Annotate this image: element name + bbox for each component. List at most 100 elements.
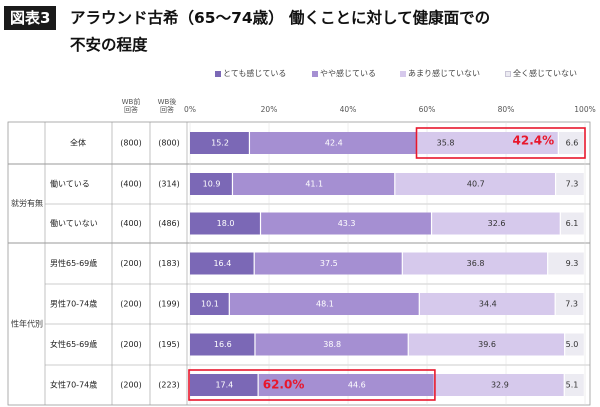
n-after-value: (800)	[158, 139, 180, 148]
category-label: 働いていない	[50, 218, 98, 228]
bar-segment	[417, 132, 558, 154]
n-after-value: (195)	[158, 340, 180, 349]
bar-segment	[402, 252, 548, 275]
bar-segment	[190, 252, 254, 275]
n-before-value: (800)	[120, 139, 142, 148]
data-label: 32.6	[488, 219, 506, 228]
bar-segment	[190, 293, 229, 315]
data-label: 44.6	[348, 381, 366, 390]
data-label: 42.4	[325, 139, 343, 148]
legend-swatch-very	[215, 70, 221, 77]
legend-item-somewhat: やや感じている	[312, 68, 376, 80]
category-label: 女性65-69歳	[50, 339, 97, 349]
bar-segment	[419, 293, 555, 315]
n-before-value: (200)	[120, 381, 142, 390]
n-before-value: (400)	[120, 180, 142, 189]
x-tick-label: 40%	[339, 105, 357, 114]
data-label: 37.5	[320, 259, 338, 268]
bar-segment	[434, 374, 564, 396]
figure-badge: 図表3	[4, 6, 57, 30]
n-after-value: (314)	[158, 180, 180, 189]
data-label: 10.1	[201, 300, 219, 309]
legend-item-very: とても感じている	[215, 68, 286, 80]
col-header-wb-after: WB後 回答	[157, 98, 177, 114]
bar-segment	[408, 333, 565, 356]
bar-segment	[556, 173, 584, 195]
category-label: 男性70-74歳	[50, 299, 97, 309]
bar-segment	[190, 333, 255, 356]
data-label: 17.4	[215, 381, 233, 390]
group-label-employment: 就労有無	[11, 198, 43, 208]
group-label-sex-age: 性年代別	[11, 319, 43, 329]
legend-label-not-much: あまり感じていない	[408, 69, 480, 78]
category-label: 女性70-74歳	[50, 380, 97, 390]
n-before-value: (200)	[120, 300, 142, 309]
bar-segment	[548, 252, 584, 275]
chart-title-line2: 不安の程度	[70, 36, 148, 54]
data-label: 16.6	[214, 340, 232, 349]
n-before-value: (200)	[120, 340, 142, 349]
bar-segment	[250, 132, 417, 154]
figure-header: 図表3 アラウンド古希（65〜74歳） 働くことに対して健康面での 不安の程度	[0, 0, 600, 60]
bar-segment	[261, 212, 431, 235]
legend-swatch-somewhat	[312, 70, 318, 77]
annotation-total-not-anxious: 42.4%	[513, 134, 555, 148]
bar-segment	[395, 173, 555, 195]
n-before-value: (400)	[120, 219, 142, 228]
legend-label-not-at-all: 全く感じていない	[513, 69, 577, 78]
data-label: 5.0	[566, 340, 579, 349]
legend-swatch-not-much	[400, 70, 406, 77]
category-label: 男性65-69歳	[50, 258, 97, 268]
x-tick-label: 20%	[260, 105, 278, 114]
x-tick-label: 60%	[418, 105, 436, 114]
category-label: 働いている	[50, 179, 90, 189]
n-after-value: (183)	[158, 259, 180, 268]
category-label: 全体	[70, 138, 86, 148]
data-label: 43.3	[338, 219, 356, 228]
table-frame	[7, 121, 591, 406]
legend-label-very: とても感じている	[223, 69, 287, 78]
bar-segment	[190, 374, 258, 396]
bar-segment	[432, 212, 560, 235]
bar-segment	[190, 173, 232, 195]
data-label: 15.2	[211, 139, 229, 148]
bar-segment	[190, 212, 260, 235]
bar-segment	[558, 132, 584, 154]
data-label: 32.9	[491, 381, 509, 390]
legend-label-somewhat: やや感じている	[320, 69, 376, 78]
bar-segment	[555, 293, 584, 315]
x-tick-label: 80%	[497, 105, 515, 114]
bar-segment	[229, 293, 419, 315]
annotation-female70-anxious: 62.0%	[263, 378, 305, 392]
data-label: 41.1	[305, 180, 323, 189]
n-before-value: (200)	[120, 259, 142, 268]
data-label: 6.6	[566, 139, 579, 148]
data-label: 7.3	[565, 300, 578, 309]
x-tick-label: 100%	[574, 105, 596, 114]
data-label: 35.8	[437, 139, 455, 148]
data-label: 39.6	[478, 340, 496, 349]
bar-segment	[564, 374, 584, 396]
data-label: 18.0	[217, 219, 235, 228]
col-header-wb-before: WB前 回答	[121, 98, 141, 114]
bar-segment	[190, 132, 249, 154]
legend-swatch-not-at-all	[505, 70, 511, 77]
bar-segment	[560, 212, 584, 235]
legend-item-not-much: あまり感じていない	[400, 68, 480, 80]
legend-item-not-at-all: 全く感じていない	[505, 68, 577, 80]
data-label: 34.4	[479, 300, 497, 309]
n-after-value: (486)	[158, 219, 180, 228]
chart-legend: とても感じている やや感じている あまり感じていない 全く感じていない	[215, 68, 600, 82]
data-label: 10.9	[203, 180, 221, 189]
data-label: 48.1	[316, 300, 334, 309]
x-tick-label: 0%	[184, 105, 196, 114]
bar-segment	[233, 173, 395, 195]
bar-segment	[254, 252, 402, 275]
data-label: 5.1	[566, 381, 579, 390]
highlight-box-total	[415, 127, 586, 159]
data-label: 36.8	[467, 259, 485, 268]
data-label: 9.3	[566, 259, 579, 268]
data-label: 40.7	[467, 180, 485, 189]
n-after-value: (199)	[158, 300, 180, 309]
